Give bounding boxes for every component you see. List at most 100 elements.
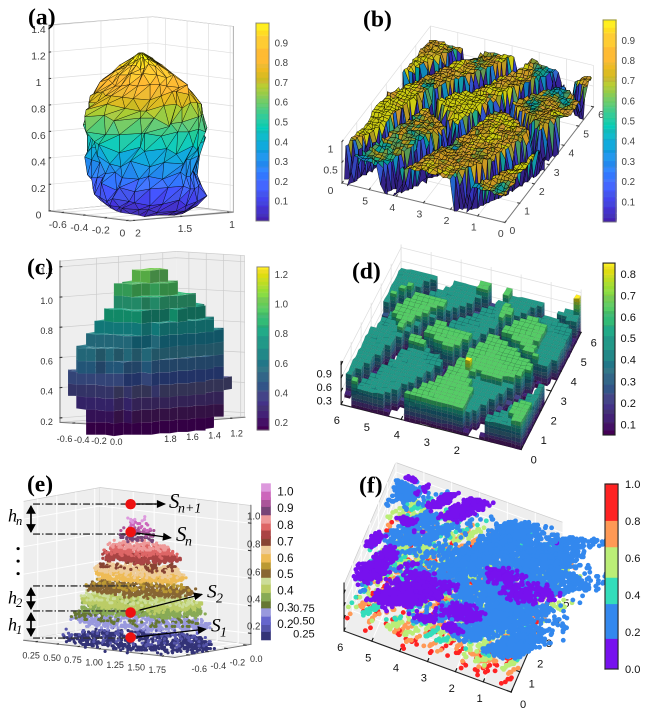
svg-text:4: 4 xyxy=(568,149,574,160)
svg-text:0: 0 xyxy=(328,186,334,197)
svg-text:2: 2 xyxy=(444,216,450,227)
svg-text:0.4: 0.4 xyxy=(247,594,261,605)
svg-text:-0.6: -0.6 xyxy=(192,664,208,674)
svg-text:3: 3 xyxy=(417,210,423,221)
svg-text:1.0: 1.0 xyxy=(625,479,640,491)
svg-text:4: 4 xyxy=(394,430,400,442)
svg-text:0.4: 0.4 xyxy=(31,157,46,168)
svg-text:2: 2 xyxy=(537,659,543,671)
svg-text:(c): (c) xyxy=(27,254,53,280)
svg-text:5: 5 xyxy=(581,357,587,369)
svg-text:0.4: 0.4 xyxy=(625,590,640,602)
svg-text:6: 6 xyxy=(337,642,343,654)
svg-text:0.8: 0.8 xyxy=(625,516,640,528)
svg-text:0.5: 0.5 xyxy=(622,117,636,128)
svg-text:0.3: 0.3 xyxy=(622,157,636,168)
svg-text:h: h xyxy=(8,587,17,607)
svg-text:-0.6: -0.6 xyxy=(57,434,73,444)
svg-text:6: 6 xyxy=(591,338,597,350)
svg-text:(a): (a) xyxy=(28,4,56,30)
svg-text:0.8: 0.8 xyxy=(275,329,289,340)
svg-text:5: 5 xyxy=(362,196,368,207)
svg-text:1.25: 1.25 xyxy=(106,660,124,670)
svg-text:0.2: 0.2 xyxy=(621,398,636,410)
svg-text:0.8: 0.8 xyxy=(622,56,636,67)
svg-text:2: 2 xyxy=(454,445,460,457)
svg-text:S: S xyxy=(176,522,187,546)
svg-text:5: 5 xyxy=(365,652,371,664)
svg-text:0.7: 0.7 xyxy=(277,534,293,548)
svg-text:1: 1 xyxy=(471,223,477,234)
svg-text:1: 1 xyxy=(16,623,22,637)
svg-text:0.6: 0.6 xyxy=(622,96,636,107)
svg-text:4: 4 xyxy=(571,377,577,389)
svg-text:0: 0 xyxy=(119,228,125,239)
svg-text:0.8: 0.8 xyxy=(621,269,636,281)
svg-text:0.2: 0.2 xyxy=(40,417,53,427)
svg-text:4: 4 xyxy=(393,662,399,674)
svg-text:2: 2 xyxy=(135,228,141,239)
svg-text:1.2: 1.2 xyxy=(230,429,243,439)
svg-text:1.2: 1.2 xyxy=(40,266,53,276)
svg-text:0.3: 0.3 xyxy=(277,600,294,614)
svg-text:0: 0 xyxy=(531,455,537,467)
svg-text:0.0: 0.0 xyxy=(110,437,123,447)
svg-text:0: 0 xyxy=(498,229,504,240)
svg-text:0.0: 0.0 xyxy=(250,654,263,664)
svg-text:-0.2: -0.2 xyxy=(91,436,107,446)
svg-text:6: 6 xyxy=(334,415,340,427)
svg-text:2: 2 xyxy=(449,683,455,695)
svg-text:0.6: 0.6 xyxy=(277,551,294,565)
svg-text:0.6: 0.6 xyxy=(247,568,261,579)
svg-text:(b): (b) xyxy=(363,6,392,32)
svg-text:0.8: 0.8 xyxy=(40,326,53,336)
svg-text:0.2: 0.2 xyxy=(275,177,289,188)
svg-text:0.4: 0.4 xyxy=(40,387,53,397)
svg-text:1.4: 1.4 xyxy=(31,25,46,36)
svg-text:1: 1 xyxy=(229,220,235,231)
svg-text:-0.4: -0.4 xyxy=(74,435,90,445)
svg-text:1.0: 1.0 xyxy=(275,299,289,310)
svg-text:0.6: 0.6 xyxy=(275,98,289,109)
svg-text:0.8: 0.8 xyxy=(277,518,294,532)
svg-text:1: 1 xyxy=(476,693,482,705)
svg-text:0.6: 0.6 xyxy=(275,359,289,370)
svg-text:0.4: 0.4 xyxy=(622,137,636,148)
svg-text:5: 5 xyxy=(364,422,370,434)
svg-text:3: 3 xyxy=(421,673,427,685)
svg-text:0.25: 0.25 xyxy=(293,628,315,640)
svg-text:1.0: 1.0 xyxy=(247,512,261,523)
svg-text:0.4: 0.4 xyxy=(621,355,636,367)
svg-text:1.50: 1.50 xyxy=(127,662,145,672)
svg-text:5: 5 xyxy=(563,598,569,610)
svg-text:1.00: 1.00 xyxy=(85,658,103,668)
svg-text:0.5: 0.5 xyxy=(621,333,636,345)
svg-text:0.2: 0.2 xyxy=(275,418,289,429)
svg-text:0.50: 0.50 xyxy=(293,616,315,628)
svg-text:0.1: 0.1 xyxy=(275,197,289,208)
svg-text:0.6: 0.6 xyxy=(625,553,640,565)
svg-text:0.2: 0.2 xyxy=(622,177,636,188)
svg-text:-0.2: -0.2 xyxy=(230,657,246,667)
svg-text:(d): (d) xyxy=(352,258,381,284)
svg-text:2: 2 xyxy=(216,591,223,606)
svg-text:S: S xyxy=(207,582,217,603)
svg-text:0.2: 0.2 xyxy=(247,622,261,633)
svg-text:0.6: 0.6 xyxy=(316,382,331,394)
svg-text:0: 0 xyxy=(520,699,526,711)
svg-text:n: n xyxy=(16,514,22,528)
svg-text:0.5: 0.5 xyxy=(323,165,338,176)
svg-text:0.2: 0.2 xyxy=(31,184,46,195)
svg-text:1: 1 xyxy=(36,78,42,89)
svg-text:n: n xyxy=(185,534,192,549)
svg-text:0.6: 0.6 xyxy=(31,131,46,142)
svg-text:0.7: 0.7 xyxy=(275,78,289,89)
svg-text:0.0: 0.0 xyxy=(625,664,640,676)
svg-text:0: 0 xyxy=(36,210,42,221)
svg-text:-0.6: -0.6 xyxy=(49,220,67,231)
svg-text:-0.4: -0.4 xyxy=(70,223,88,234)
svg-text:S: S xyxy=(169,489,180,513)
svg-text:0.5: 0.5 xyxy=(277,567,294,581)
svg-text:0.4: 0.4 xyxy=(275,389,289,400)
svg-text:1.4: 1.4 xyxy=(208,430,221,440)
